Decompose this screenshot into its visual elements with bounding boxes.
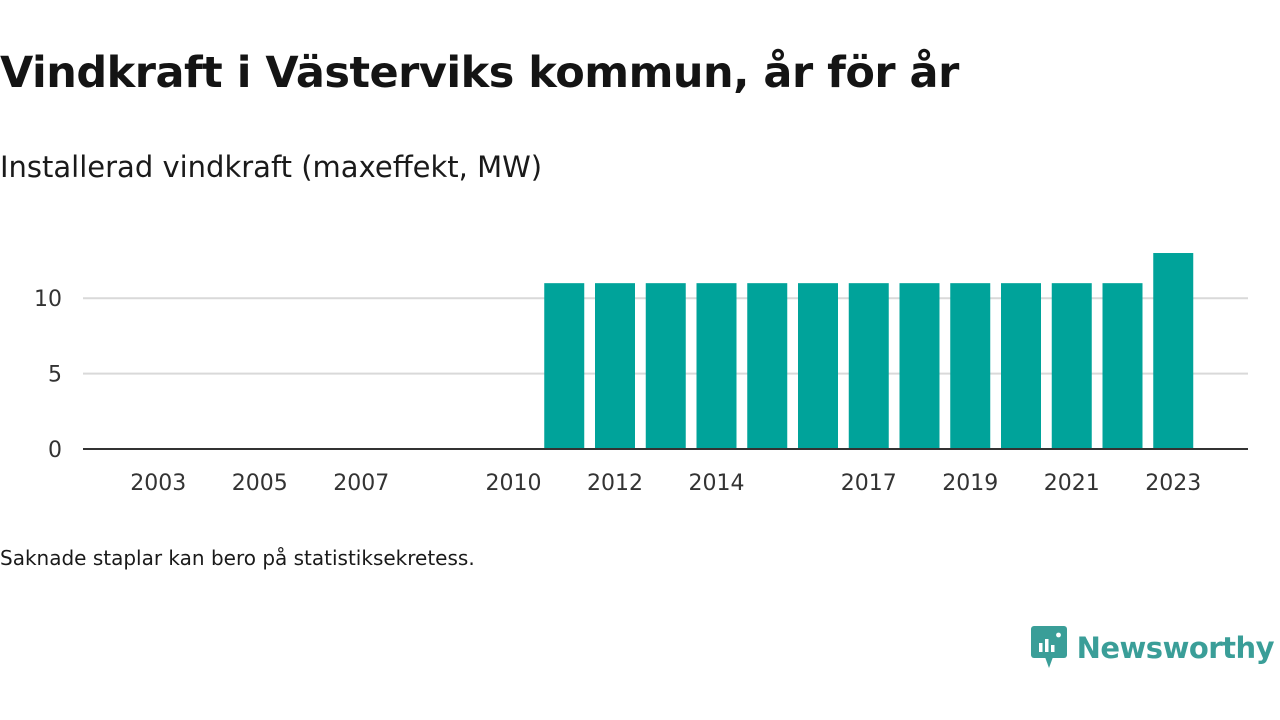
- chart-subtitle: Installerad vindkraft (maxeffekt, MW): [0, 150, 543, 184]
- bar-2020: [1001, 283, 1041, 449]
- bar-2018: [899, 283, 940, 449]
- newsworthy-logo-icon: [1030, 626, 1067, 668]
- bar-2012: [595, 283, 635, 449]
- y-tick-label: 10: [34, 287, 62, 312]
- x-tick-label: 2012: [587, 471, 643, 496]
- y-tick-label: 5: [48, 363, 62, 388]
- x-tick-label: 2010: [486, 471, 542, 496]
- bar-2016: [798, 283, 838, 449]
- bar-2017: [848, 283, 889, 449]
- x-tick-label: 2003: [130, 471, 186, 496]
- x-tick-label: 2014: [689, 471, 745, 496]
- bar-2011: [544, 283, 585, 449]
- bar-2021: [1051, 283, 1092, 449]
- brand-logo: Newsworthy: [1030, 626, 1275, 670]
- axes: 0 5 10 2003 2005 2007 2010 2012 2014 2017 2019 2021…: [34, 287, 1248, 496]
- brand-name: Newsworthy: [1076, 631, 1275, 665]
- x-tick-label: 2017: [841, 471, 897, 496]
- x-tick-label: 2021: [1044, 471, 1100, 496]
- chart-title: Vindkraft i Västerviks kommun, år för år: [0, 48, 959, 98]
- bar-2015: [747, 283, 788, 449]
- bar-2013: [645, 283, 686, 449]
- bar-2019: [950, 283, 991, 449]
- x-tick-label: 2005: [232, 471, 288, 496]
- x-tick-label: 2019: [942, 471, 998, 496]
- bars: [544, 253, 1194, 449]
- bar-2022: [1102, 283, 1143, 449]
- footnote: Saknade staplar kan bero på statistiksek…: [0, 546, 475, 570]
- bar-2014: [696, 283, 737, 449]
- x-tick-label: 2023: [1145, 471, 1201, 496]
- bar-chart: 0 5 10 2003 2005 2007 2010 2012 2014 2017 2019 2021…: [34, 253, 1248, 496]
- x-tick-label: 2007: [333, 471, 389, 496]
- bar-2023: [1153, 253, 1194, 449]
- y-tick-label: 0: [48, 438, 62, 463]
